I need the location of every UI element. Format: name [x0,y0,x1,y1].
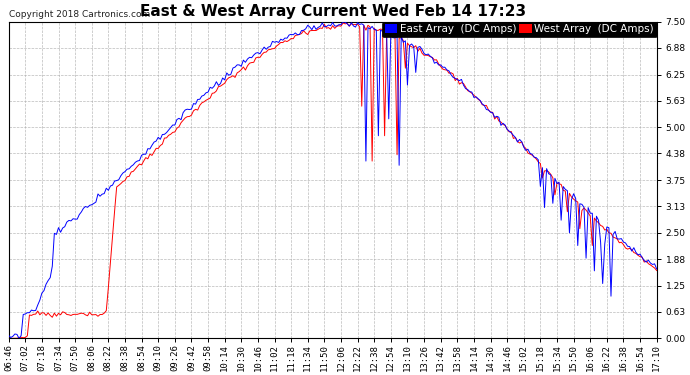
Legend: East Array  (DC Amps), West Array  (DC Amps): East Array (DC Amps), West Array (DC Amp… [382,22,657,37]
Title: East & West Array Current Wed Feb 14 17:23: East & West Array Current Wed Feb 14 17:… [139,4,526,19]
Text: Copyright 2018 Cartronics.com: Copyright 2018 Cartronics.com [9,9,150,18]
